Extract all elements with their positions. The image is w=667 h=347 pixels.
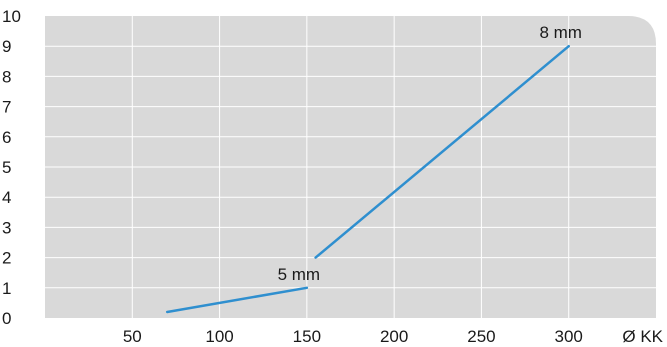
x-tick-label: 150 (293, 327, 321, 346)
x-tick-label: 50 (123, 327, 142, 346)
y-tick-label: 4 (2, 188, 11, 207)
y-tick-label: 8 (2, 67, 11, 86)
x-tick-label: 300 (555, 327, 583, 346)
y-axis: 0 1 2 3 4 5 6 7 8 9 10 (2, 7, 21, 328)
x-tick-label: 250 (467, 327, 495, 346)
series-line (165, 286, 309, 314)
y-tick-label: 7 (2, 98, 11, 117)
annotations: 5 mm 8 mm (278, 23, 582, 284)
y-tick-label: 9 (2, 37, 11, 56)
y-tick-label: 2 (2, 249, 11, 268)
y-tick-label: 0 (2, 309, 11, 328)
x-axis: 50 100 150 200 250 300 Ø KK (123, 327, 664, 346)
y-tick-label: 5 (2, 158, 11, 177)
data-annotation: 8 mm (539, 23, 582, 42)
y-tick-label: 1 (2, 279, 11, 298)
x-tick-label: 200 (380, 327, 408, 346)
y-tick-label: 6 (2, 128, 11, 147)
y-tick-label: 3 (2, 218, 11, 237)
y-tick-label: 10 (2, 7, 21, 26)
grid-lines (45, 16, 656, 318)
data-annotation: 5 mm (278, 265, 321, 284)
series-group (165, 44, 570, 314)
x-axis-label: Ø KK (622, 327, 663, 346)
series-line (314, 44, 570, 259)
x-tick-label: 100 (205, 327, 233, 346)
